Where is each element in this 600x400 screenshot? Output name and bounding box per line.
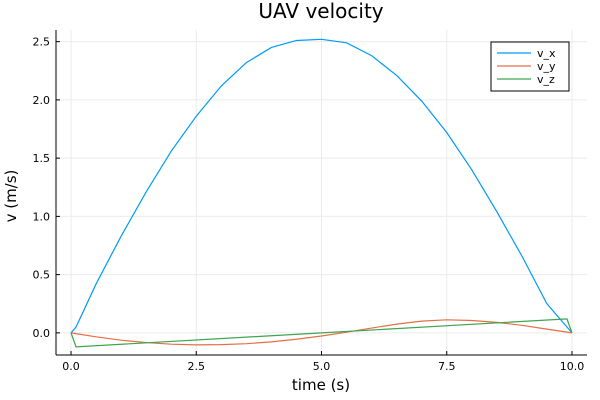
y-tick-label: 0.0 <box>33 327 51 340</box>
legend-label: v_x <box>537 47 556 60</box>
legend-label: v_y <box>537 60 556 73</box>
y-tick-label: 0.5 <box>33 269 51 282</box>
series-line-v-z <box>70 318 573 348</box>
x-axis-label: time (s) <box>292 376 350 394</box>
series-line-v-y <box>70 319 573 346</box>
y-axis-label: v (m/s) <box>2 170 20 223</box>
x-tick-label: 2.5 <box>188 360 206 373</box>
axes: 0.0 2.5 5.0 7.5 10.0 0.0 0.5 1.0 1.5 2.0 2.5 <box>33 30 587 373</box>
y-tick-label: 2.5 <box>33 36 51 49</box>
chart-title: UAV velocity <box>258 0 383 23</box>
y-tick-label: 2.0 <box>33 94 51 107</box>
legend: v_xv_yv_z <box>490 41 570 92</box>
legend-label: v_z <box>537 73 555 86</box>
x-tick-label: 10.0 <box>560 360 585 373</box>
x-tick-label: 5.0 <box>313 360 331 373</box>
y-tick-label: 1.5 <box>33 152 51 165</box>
x-tick-label: 7.5 <box>438 360 456 373</box>
series-layer <box>70 38 573 348</box>
x-tick-label: 0.0 <box>62 360 80 373</box>
series-line-v-x <box>70 38 573 334</box>
y-tick-label: 1.0 <box>33 210 51 223</box>
